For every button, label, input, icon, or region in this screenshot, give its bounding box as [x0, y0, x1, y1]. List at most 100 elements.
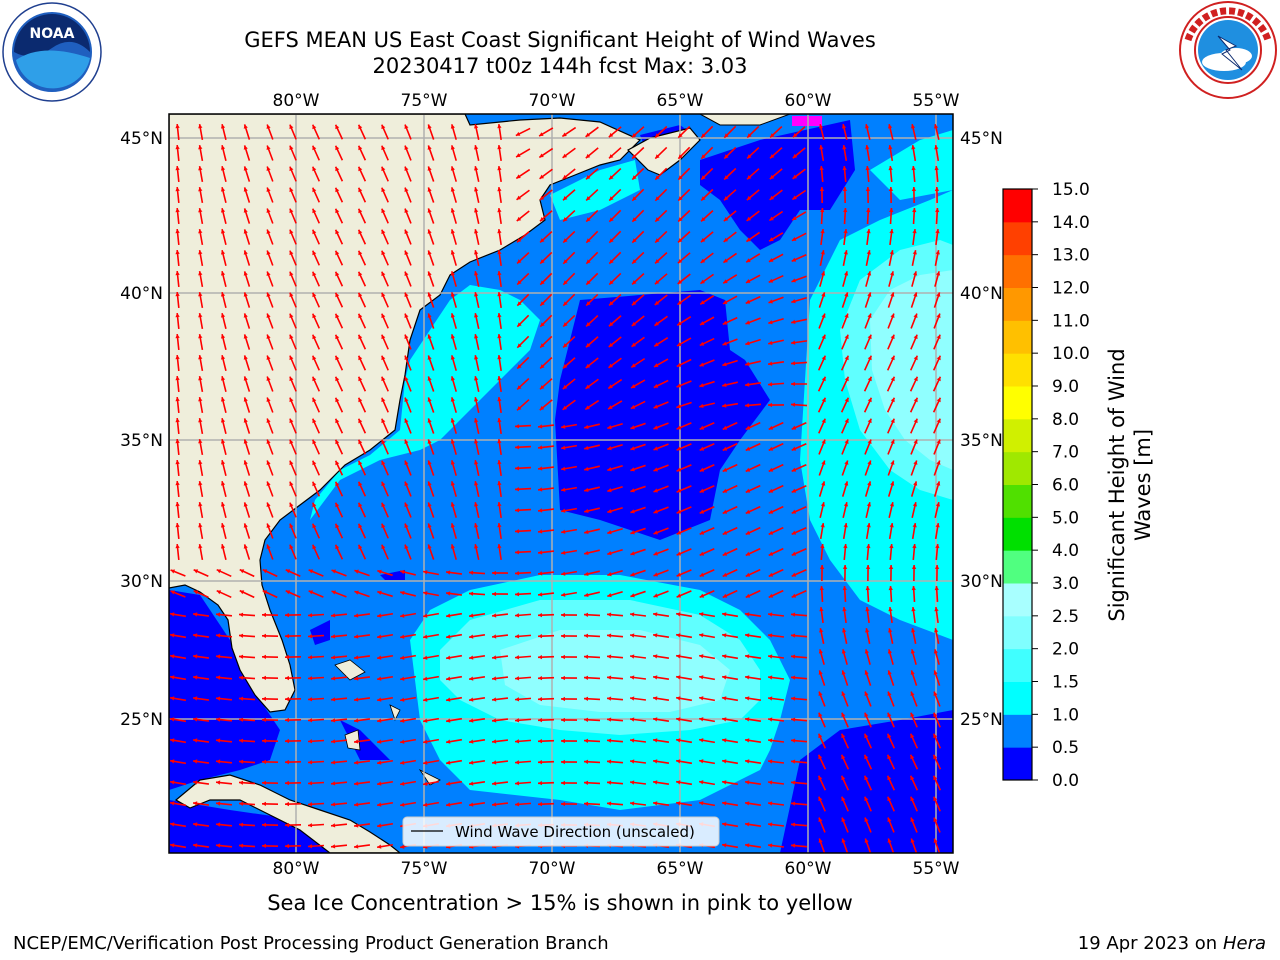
arrow-head — [911, 607, 916, 612]
arrow-head — [400, 655, 405, 660]
arrow-head — [492, 697, 497, 702]
arrow-head — [722, 403, 727, 408]
arrow-head — [843, 502, 849, 507]
arrow-head — [216, 738, 221, 743]
arrow-head — [745, 320, 750, 325]
arrow-head — [821, 355, 826, 361]
arrow-head — [820, 229, 825, 234]
arrow-head — [722, 738, 727, 743]
arrow-head — [427, 523, 432, 528]
arrow-head — [492, 760, 497, 765]
arrow-head — [515, 697, 520, 702]
arrow-head — [676, 467, 682, 472]
arrow-head — [404, 166, 409, 172]
arrow-head — [446, 655, 451, 660]
arrow-head — [768, 530, 774, 535]
arrow-head — [933, 712, 938, 718]
arrow-head — [492, 739, 497, 744]
arrow-head — [936, 418, 941, 424]
arrow-head — [933, 775, 938, 781]
arrow-head — [216, 801, 221, 806]
arrow-head — [585, 363, 591, 369]
arrow-head — [285, 612, 289, 618]
arrow-head — [678, 154, 683, 159]
arrow-head — [887, 649, 892, 654]
arrow-head — [517, 280, 522, 285]
arrow-head — [722, 675, 727, 680]
arrow-head — [312, 250, 317, 256]
arrow-head — [653, 780, 658, 785]
arrow-head — [497, 313, 502, 318]
arrow-head — [446, 613, 451, 618]
arrow-head — [769, 195, 775, 200]
arrow-head — [722, 759, 727, 764]
arrow-head — [607, 738, 612, 743]
arrow-head — [653, 633, 658, 638]
arrow-head — [890, 481, 895, 486]
arrow-head — [220, 460, 226, 465]
arrow-head — [266, 355, 271, 360]
arrow-head — [910, 691, 915, 697]
arrow-head — [539, 153, 544, 158]
arrow-head — [561, 801, 565, 807]
arrow-head — [889, 250, 894, 255]
arrow-head — [538, 612, 543, 618]
arrow-head — [653, 801, 658, 806]
arrow-head — [446, 676, 451, 681]
arrow-head — [239, 717, 244, 722]
arrow-head — [497, 271, 502, 276]
arrow-head — [446, 802, 451, 807]
arrow-head — [676, 717, 681, 722]
lat-label-right: 30°N — [960, 572, 1003, 592]
arrow-head — [220, 229, 226, 234]
arrow-head — [841, 775, 846, 781]
arrow-head — [561, 424, 566, 429]
arrow-head — [450, 418, 455, 423]
arrow-head — [198, 208, 203, 213]
arrow-head — [890, 376, 895, 382]
arrow-head — [844, 334, 849, 340]
arrow-head — [768, 593, 774, 598]
arrow-head — [747, 154, 752, 159]
arrow-head — [497, 334, 502, 339]
arrow-head — [308, 802, 313, 807]
arrow-head — [540, 322, 545, 327]
arrow-head — [515, 487, 520, 492]
arrow-head — [630, 801, 635, 806]
arrow-head — [768, 361, 773, 366]
arrow-head — [358, 292, 363, 298]
arrow-head — [515, 613, 520, 618]
arrow-head — [262, 590, 268, 595]
arrow-head — [170, 590, 176, 595]
arrow-head — [474, 418, 479, 423]
arrow-head — [497, 397, 502, 402]
arrow-head — [607, 509, 612, 514]
arrow-head — [867, 355, 872, 361]
arrow-head — [841, 649, 846, 654]
arrow-head — [745, 633, 750, 638]
arrow-head — [561, 550, 566, 555]
arrow-head — [563, 280, 568, 285]
arrow-head — [446, 760, 451, 765]
arrow-head — [819, 145, 824, 150]
arrow-head — [216, 759, 221, 764]
arrow-head — [865, 145, 870, 150]
arrow-head — [676, 509, 682, 514]
arrow-head — [358, 460, 363, 466]
arrow-head — [239, 569, 245, 574]
colorbar-tick-label: 3.0 — [1052, 574, 1079, 594]
arrow-head — [676, 572, 682, 577]
arrow-head — [516, 195, 522, 200]
arrow-head — [888, 628, 893, 633]
arrow-head — [654, 300, 660, 305]
arrow-head — [888, 586, 893, 591]
arrow-head — [469, 760, 474, 765]
arrow-head — [400, 569, 405, 575]
arrow-head — [630, 780, 635, 785]
arrow-head — [791, 257, 797, 262]
arrow-head — [216, 822, 221, 827]
arrow-head — [358, 523, 363, 529]
colorbar-tick-label: 1.5 — [1052, 673, 1079, 693]
arrow-head — [331, 844, 336, 849]
arrow-head — [175, 229, 180, 234]
